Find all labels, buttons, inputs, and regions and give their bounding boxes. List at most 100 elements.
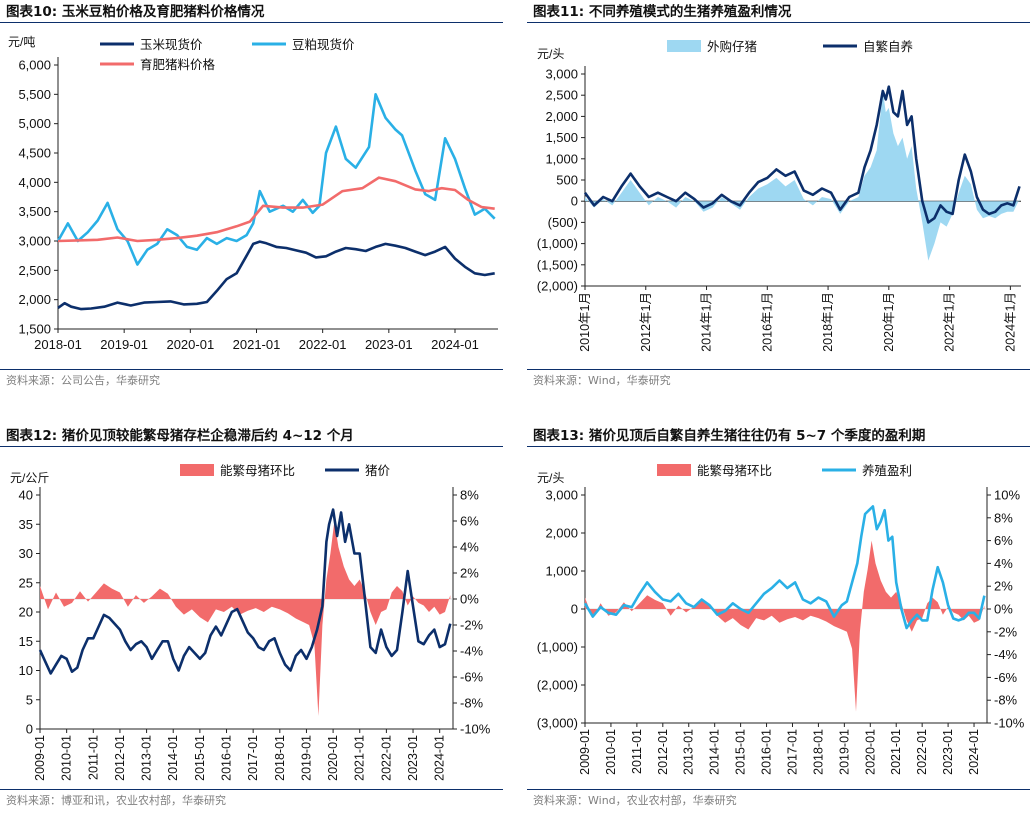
y2-tick-label: -6%	[460, 670, 484, 685]
title-divider	[527, 22, 1030, 24]
y-tick-label: 2,000	[545, 109, 578, 124]
x-tick-label: 2023-01	[365, 337, 413, 352]
y-tick-label: (1,000)	[537, 640, 578, 655]
source-divider	[0, 789, 503, 791]
y-unit-label: 元/公斤	[10, 471, 49, 485]
series-area-0	[585, 540, 985, 712]
y2-tick-label: 2%	[994, 579, 1013, 594]
y-tick-label: (1,000)	[537, 236, 578, 251]
chart-svg: 0 5 10 15 20 25 30 35 40 -10% -8% -6% -4% -2% 0% 2% 4% 6%…	[10, 463, 491, 781]
chart-title: 图表13: 猪价见顶后自繁自养生猪往往仍有 5~7 个季度的盈利期	[533, 428, 926, 444]
y-tick-label: 2,000	[545, 526, 578, 541]
y-unit-label: 元/吨	[8, 35, 35, 49]
x-tick-label: 2012年1月	[639, 292, 653, 352]
series-area-0	[585, 91, 1020, 261]
y-tick-label: 10	[19, 663, 33, 678]
x-tick-label: 2018-01	[34, 337, 82, 352]
y2-tick-label: 2%	[460, 566, 479, 581]
x-tick-label: 2022年1月	[943, 292, 957, 352]
x-tick-label: 2014-01	[166, 735, 180, 781]
y-unit-label: 元/头	[537, 471, 564, 485]
y2-tick-label: -6%	[994, 670, 1018, 685]
x-tick-label: 2009-01	[33, 735, 47, 781]
series-line-1	[38, 508, 452, 675]
x-tick-label: 2013-01	[682, 729, 696, 775]
chart-svg: 1,500 2,000 2,500 3,000 3,500 4,000 4,500 5,000…	[8, 35, 498, 352]
source-note: 资料来源：博亚和讯，农业农村部，华泰研究	[6, 794, 226, 807]
y-tick-label: 3,000	[18, 234, 51, 249]
y2-tick-label: -2%	[994, 624, 1018, 639]
source-divider	[527, 369, 1030, 371]
legend-label: 养殖盈利	[862, 463, 912, 478]
legend-swatch	[180, 464, 214, 476]
y-tick-label: 3,000	[545, 488, 578, 503]
y2-tick-label: -2%	[460, 618, 484, 633]
y2-tick-label: -10%	[460, 722, 491, 737]
x-tick-label: 2014年1月	[700, 292, 714, 352]
x-tick-label: 2019-01	[837, 729, 851, 775]
y-tick-label: 15	[19, 634, 33, 649]
y2-tick-label: 8%	[460, 488, 479, 503]
chart-panel-10: 图表10: 玉米豆粕价格及育肥猪料价格情况 1,500 2,000 2,500 3,0…	[0, 0, 503, 402]
y-tick-label: 2,000	[18, 292, 51, 307]
x-tick-label: 2017-01	[785, 729, 799, 775]
x-tick-label: 2021-01	[233, 337, 281, 352]
x-tick-label: 2019-01	[100, 337, 148, 352]
x-tick-label: 2009-01	[578, 729, 592, 775]
x-tick-label: 2022-01	[379, 735, 393, 781]
legend-label: 能繁母猪环比	[697, 463, 772, 478]
chart-title: 图表11: 不同养殖模式的生猪养殖盈利情况	[533, 4, 792, 20]
legend-label: 能繁母猪环比	[220, 463, 295, 478]
x-tick-label: 2023-01	[941, 729, 955, 775]
chart-title: 图表12: 猪价见顶较能繁母猪存栏企稳滞后约 4~12 个月	[6, 428, 354, 444]
y2-tick-label: 8%	[994, 510, 1013, 525]
x-tick-label: 2015-01	[193, 735, 207, 781]
y-tick-label: 5,000	[18, 116, 51, 131]
y2-tick-label: 6%	[460, 514, 479, 529]
y-tick-label: (500)	[548, 215, 578, 230]
y-tick-label: 35	[19, 517, 33, 532]
x-tick-label: 2018-01	[273, 735, 287, 781]
y-tick-label: 2,500	[18, 263, 51, 278]
legend-label: 玉米现货价	[140, 37, 203, 52]
x-tick-label: 2018年1月	[821, 292, 835, 352]
legend-label: 外购仔猪	[707, 39, 757, 54]
y-tick-label: 0	[26, 722, 33, 737]
x-tick-label: 2020-01	[326, 735, 340, 781]
y2-tick-label: -8%	[460, 696, 484, 711]
y-tick-label: 3,000	[545, 67, 578, 82]
y-tick-label: 30	[19, 546, 33, 561]
x-tick-label: 2014-01	[708, 729, 722, 775]
y2-tick-label: -10%	[994, 716, 1025, 731]
y2-tick-label: 0%	[994, 602, 1013, 617]
title-divider	[0, 446, 503, 448]
y-tick-label: 1,000	[545, 151, 578, 166]
y-tick-label: 5,500	[18, 87, 51, 102]
y-tick-label: 500	[556, 173, 578, 188]
y-tick-label: 0	[571, 194, 578, 209]
source-note: 资料来源：Wind，农业农村部，华泰研究	[533, 794, 737, 807]
chart-title: 图表10: 玉米豆粕价格及育肥猪料价格情况	[6, 4, 265, 20]
y2-tick-label: 4%	[460, 540, 479, 555]
y2-tick-label: -4%	[460, 644, 484, 659]
y-tick-label: 5	[26, 692, 33, 707]
source-note: 资料来源：Wind，华泰研究	[533, 374, 671, 387]
x-tick-label: 2016-01	[220, 735, 234, 781]
series-line-2	[57, 176, 495, 243]
y-unit-label: 元/头	[537, 47, 564, 61]
chart-svg: (2,000) (1,500) (1,000) (500) 0 500 1,000 1,500…	[537, 39, 1021, 352]
x-tick-label: 2020年1月	[882, 292, 896, 352]
x-tick-label: 2012-01	[656, 729, 670, 775]
x-tick-label: 2021-01	[889, 729, 903, 775]
x-tick-label: 2013-01	[140, 735, 154, 781]
chart-svg: (3,000) (2,000) (1,000) 0 1,000 2,000 3,000 -10…	[537, 463, 1025, 775]
title-divider	[527, 446, 1030, 448]
y2-tick-label: 0%	[460, 592, 479, 607]
y-tick-label: 1,500	[18, 322, 51, 337]
chart-panel-11: 图表11: 不同养殖模式的生猪养殖盈利情况 (2,000) (1,500) (1,0…	[527, 0, 1030, 402]
x-tick-label: 2020-01	[166, 337, 214, 352]
title-divider	[0, 22, 503, 24]
y-tick-label: (1,500)	[537, 257, 578, 272]
y-tick-label: 3,500	[18, 204, 51, 219]
y-tick-label: (3,000)	[537, 716, 578, 731]
